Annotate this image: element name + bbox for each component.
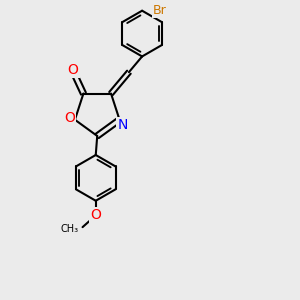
Text: O: O (68, 63, 79, 77)
Text: CH₃: CH₃ (61, 224, 79, 234)
Text: O: O (64, 111, 75, 125)
Text: O: O (90, 208, 101, 222)
Text: Br: Br (153, 4, 167, 17)
Text: N: N (117, 118, 128, 132)
